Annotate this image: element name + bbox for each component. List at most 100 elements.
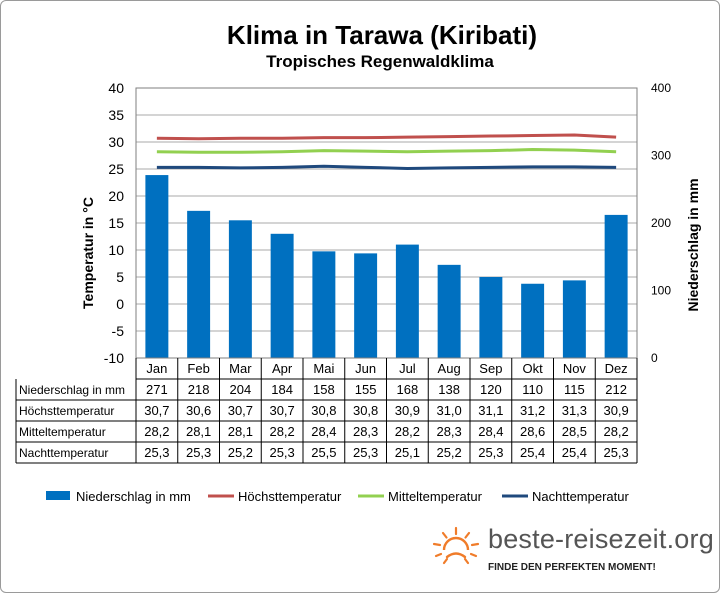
table-cell: 28,3 [353, 424, 378, 439]
line-series-2 [156, 164, 617, 170]
y-left-tick-label: 30 [108, 134, 124, 150]
table-cell: 28,6 [520, 424, 545, 439]
bar-jan [145, 175, 169, 358]
table-cell: 28,1 [228, 424, 253, 439]
table-cell: 30,8 [353, 403, 378, 418]
table-cell: 31,0 [436, 403, 461, 418]
bar-aug [437, 264, 461, 358]
precipitation-bars [145, 175, 628, 358]
x-tick-label: Aug [438, 361, 461, 376]
legend-label-3: Nachttemperatur [532, 489, 629, 504]
brand-tagline: FINDE DEN PERFEKTEN MOMENT! [488, 562, 656, 573]
y-left-tick-label: 0 [116, 296, 124, 312]
y-left-tick-label: -5 [112, 323, 125, 339]
table-cell: 28,1 [186, 424, 211, 439]
x-tick-label: Nov [563, 361, 587, 376]
y-left-tick-label: 5 [116, 269, 124, 285]
table-cell: 28,4 [478, 424, 503, 439]
table-cell: 31,2 [520, 403, 545, 418]
bar-apr [270, 233, 294, 358]
y-left-tick-label: 25 [108, 161, 124, 177]
brand-name[interactable]: beste-reisezeit.org [488, 524, 714, 554]
y-right-axis-title: Niederschlag in mm [685, 178, 701, 311]
y-left-tick-label: 40 [108, 80, 124, 96]
table-row-label: Mitteltemperatur [19, 425, 106, 439]
x-tick-label: Jul [399, 361, 416, 376]
table-cell: 25,1 [395, 445, 420, 460]
table-cell: 25,2 [228, 445, 253, 460]
climate-chart: -10-505101520253035400100200300400Temper… [15, 80, 701, 504]
table-cell: 28,5 [562, 424, 587, 439]
bar-okt [521, 283, 545, 358]
table-cell: 25,3 [269, 445, 294, 460]
y-right-tick-label: 300 [651, 149, 671, 163]
bar-jun [354, 253, 378, 358]
table-cell: 25,3 [144, 445, 169, 460]
x-tick-label: Jun [355, 361, 376, 376]
y-left-tick-label: 20 [108, 188, 124, 204]
x-tick-label: Okt [523, 361, 544, 376]
table-cell: 212 [605, 382, 627, 397]
table-cell: 218 [188, 382, 210, 397]
x-tick-label: Sep [479, 361, 502, 376]
y-right-tick-label: 200 [651, 216, 671, 230]
data-table: Jan Feb Mar Apr Mai Jun Jul Aug Sep Okt Nov Dez Nied… [15, 358, 638, 464]
bar-sep [479, 277, 503, 358]
y-left-tick-label: 10 [108, 242, 124, 258]
table-cell: 25,2 [436, 445, 461, 460]
table-cell: 25,3 [353, 445, 378, 460]
table-row-label: Niederschlag in mm [19, 383, 125, 397]
table-cell: 204 [230, 382, 252, 397]
table-cell: 155 [355, 382, 377, 397]
table-cell: 30,9 [395, 403, 420, 418]
sun-icon [432, 526, 480, 565]
table-cell: 31,1 [478, 403, 503, 418]
table-cell: 25,3 [186, 445, 211, 460]
table-cell: 28,2 [603, 424, 628, 439]
gridlines [136, 87, 637, 359]
table-cell: 25,5 [311, 445, 336, 460]
legend: Niederschlag in mm Höchsttemperatur Mittel… [46, 489, 629, 504]
bar-dez [604, 214, 628, 358]
x-tick-label: Mai [313, 361, 334, 376]
y-right-tick-label: 0 [651, 351, 658, 365]
x-tick-label: Mar [229, 361, 252, 376]
table-cell: 271 [146, 382, 168, 397]
table-cell: 25,4 [520, 445, 545, 460]
table-cell: 158 [313, 382, 335, 397]
chart-subtitle: Tropisches Regenwaldklima [266, 52, 494, 71]
table-cell: 30,8 [311, 403, 336, 418]
table-cell: 28,2 [395, 424, 420, 439]
table-cell: 28,3 [436, 424, 461, 439]
table-row-label: Höchsttemperatur [19, 404, 114, 418]
temperature-lines [156, 133, 617, 170]
brand-logo: beste-reisezeit.org FINDE DEN PERFEKTEN … [430, 520, 720, 580]
table-cell: 25,3 [478, 445, 503, 460]
legend-label-1: Höchsttemperatur [238, 489, 342, 504]
table-cell: 28,2 [144, 424, 169, 439]
x-tick-label: Apr [272, 361, 293, 376]
y-left-tick-label: 35 [108, 107, 124, 123]
bar-mai [312, 251, 336, 358]
y-right-tick-label: 100 [651, 284, 671, 298]
table-cell: 31,3 [562, 403, 587, 418]
chart-title: Klima in Tarawa (Kiribati) [226, 20, 538, 50]
y-left-axis-title: Temperatur in °C [80, 197, 96, 309]
table-cell: 30,6 [186, 403, 211, 418]
bar-mar [228, 220, 252, 358]
legend-swatch-0 [46, 491, 70, 500]
table-cell: 28,4 [311, 424, 336, 439]
bar-jul [395, 244, 419, 358]
table-cell: 115 [564, 382, 585, 397]
y-right-tick-label: 400 [651, 81, 671, 95]
table-cell: 138 [438, 382, 460, 397]
table-cell: 30,7 [144, 403, 169, 418]
table-cell: 184 [271, 382, 293, 397]
table-cell: 30,7 [228, 403, 253, 418]
line-series-0 [156, 133, 617, 141]
table-cell: 30,9 [603, 403, 628, 418]
table-cell: 30,7 [269, 403, 294, 418]
bar-nov [562, 280, 586, 358]
bar-feb [187, 210, 211, 358]
table-cell: 168 [397, 382, 419, 397]
